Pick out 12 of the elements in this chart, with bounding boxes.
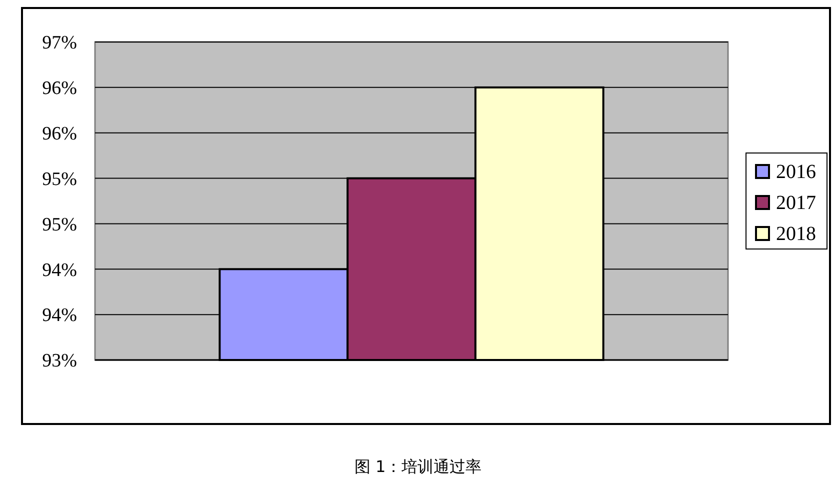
legend-label: 2017 — [776, 192, 816, 214]
y-tick-label: 97% — [42, 32, 78, 54]
y-tick-label: 96% — [42, 78, 78, 100]
legend-label: 2016 — [776, 161, 816, 183]
y-tick-label: 94% — [42, 260, 78, 281]
y-tick-label: 96% — [42, 124, 78, 145]
text: 图 1：培训通过率 — [354, 457, 482, 476]
y-tick-label: 94% — [42, 305, 78, 326]
y-tick-label: 93% — [42, 350, 78, 372]
y-tick-label: 95% — [42, 214, 78, 236]
y-tick-label: 95% — [42, 168, 78, 190]
legend-label: 2018 — [776, 223, 816, 245]
